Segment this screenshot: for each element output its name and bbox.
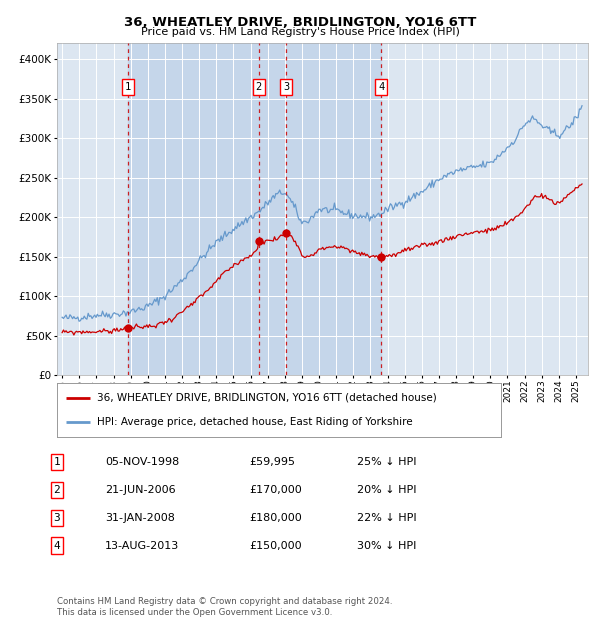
Text: £59,995: £59,995 <box>249 457 295 467</box>
Text: 3: 3 <box>283 82 289 92</box>
Text: 30% ↓ HPI: 30% ↓ HPI <box>357 541 416 551</box>
Text: Price paid vs. HM Land Registry's House Price Index (HPI): Price paid vs. HM Land Registry's House … <box>140 27 460 37</box>
Text: 1: 1 <box>53 457 61 467</box>
Text: 31-JAN-2008: 31-JAN-2008 <box>105 513 175 523</box>
Text: HPI: Average price, detached house, East Riding of Yorkshire: HPI: Average price, detached house, East… <box>97 417 413 427</box>
Text: 4: 4 <box>53 541 61 551</box>
Text: £170,000: £170,000 <box>249 485 302 495</box>
Text: 21-JUN-2006: 21-JUN-2006 <box>105 485 176 495</box>
Text: 3: 3 <box>53 513 61 523</box>
Text: 2: 2 <box>256 82 262 92</box>
Text: 36, WHEATLEY DRIVE, BRIDLINGTON, YO16 6TT (detached house): 36, WHEATLEY DRIVE, BRIDLINGTON, YO16 6T… <box>97 393 437 403</box>
Text: 4: 4 <box>378 82 384 92</box>
Bar <box>128 43 259 375</box>
Text: 2: 2 <box>53 485 61 495</box>
Text: 13-AUG-2013: 13-AUG-2013 <box>105 541 179 551</box>
Text: 22% ↓ HPI: 22% ↓ HPI <box>357 513 416 523</box>
Text: £180,000: £180,000 <box>249 513 302 523</box>
Text: 20% ↓ HPI: 20% ↓ HPI <box>357 485 416 495</box>
Text: 05-NOV-1998: 05-NOV-1998 <box>105 457 179 467</box>
Bar <box>259 43 381 375</box>
Text: Contains HM Land Registry data © Crown copyright and database right 2024.
This d: Contains HM Land Registry data © Crown c… <box>57 598 392 617</box>
Text: 36, WHEATLEY DRIVE, BRIDLINGTON, YO16 6TT: 36, WHEATLEY DRIVE, BRIDLINGTON, YO16 6T… <box>124 16 476 29</box>
Text: £150,000: £150,000 <box>249 541 302 551</box>
Text: 1: 1 <box>125 82 131 92</box>
Text: 25% ↓ HPI: 25% ↓ HPI <box>357 457 416 467</box>
